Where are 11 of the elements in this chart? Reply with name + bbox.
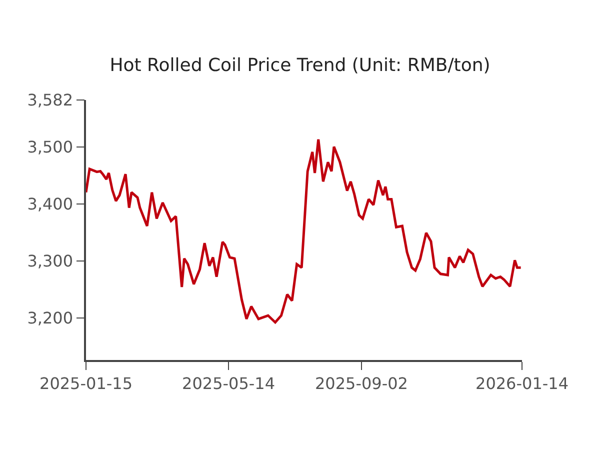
x-tick-label: 2025-09-02 <box>315 374 408 393</box>
y-tick-label: 3,582 <box>27 90 74 110</box>
x-tick-label: 2026-01-14 <box>476 374 568 393</box>
line-series <box>86 138 522 324</box>
y-tick-label: 3,500 <box>27 137 74 156</box>
x-tick-label: 2025-05-14 <box>182 374 276 393</box>
chart-title: Hot Rolled Coil Price Trend (Unit: RMB/ton) <box>110 55 490 76</box>
y-tick-label: 3,200 <box>27 308 74 328</box>
y-tick-label: 3,400 <box>27 194 74 214</box>
y-tick-label: 3,300 <box>27 251 74 270</box>
x-tick-label: 2025-01-15 <box>40 374 132 393</box>
